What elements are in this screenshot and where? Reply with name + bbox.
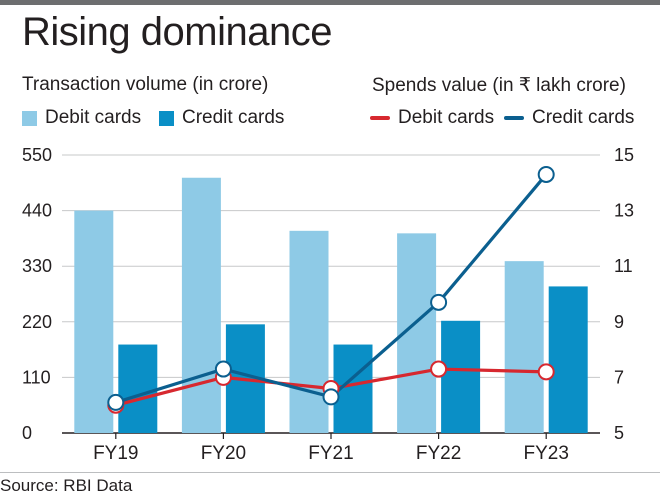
legend-swatch-credit-bar	[159, 110, 174, 126]
x-tick-label: FY23	[523, 443, 568, 464]
combo-chart: 550 15 440 13 330 11 220 9 110 7 0 5 FY19 FY20 FY21 FY2…	[22, 145, 634, 464]
top-rule	[0, 0, 660, 5]
y-right-tick-label: 13	[614, 201, 634, 221]
y-left-tick-label: 440	[22, 201, 52, 221]
legend-label-credit-line: Credit cards	[532, 107, 635, 128]
legend-bar-debit: Debit cards	[22, 107, 141, 129]
bar-credit	[441, 320, 481, 433]
y-right-tick-label: 15	[614, 145, 634, 165]
bar-credit	[118, 344, 158, 433]
y-left-tick-label: 110	[22, 367, 51, 387]
point-credit-spends	[107, 393, 125, 411]
x-tick-label: FY22	[416, 443, 461, 464]
legend-bar-credit: Credit cards	[159, 107, 284, 129]
y-left-tick-label: 220	[22, 312, 52, 332]
y-right-tick-label: 9	[614, 312, 624, 332]
point-debit-spends	[537, 363, 555, 381]
y-left-tick-label: 550	[22, 145, 52, 165]
y-right-tick-label: 5	[614, 423, 624, 443]
bar-credit	[548, 286, 588, 433]
legend-label-debit-line: Debit cards	[398, 107, 495, 128]
bar-debit	[289, 230, 329, 433]
bar-debit	[504, 261, 544, 433]
legend-swatch-debit-line	[370, 116, 390, 120]
x-tick-label: FY20	[201, 443, 246, 464]
x-tick-label: FY21	[308, 443, 353, 464]
legend-swatch-credit-line	[504, 116, 524, 120]
legend-label-credit-bar: Credit cards	[182, 107, 285, 128]
line-credit-spends	[114, 172, 548, 405]
bottom-rule	[0, 472, 660, 473]
bar-debit	[181, 177, 221, 433]
legend-line-debit: Debit cards	[370, 107, 494, 129]
legend-line-credit: Credit cards	[504, 107, 634, 129]
legend-swatch-debit-bar	[22, 110, 37, 126]
point-credit-spends	[322, 388, 340, 406]
left-axis-label: Transaction volume (in crore)	[22, 74, 269, 95]
legend-label-debit-bar: Debit cards	[45, 107, 142, 128]
source-note: Source: RBI Data	[0, 476, 133, 495]
x-tick-label: FY19	[93, 443, 138, 464]
y-left-tick-label: 330	[22, 256, 52, 276]
bar-debit	[74, 210, 114, 433]
point-credit-spends	[430, 293, 448, 311]
y-left-tick-label: 0	[22, 423, 32, 443]
chart-title: Rising dominance	[22, 10, 332, 54]
point-credit-spends	[537, 165, 555, 183]
point-debit-spends	[430, 360, 448, 378]
point-credit-spends	[214, 360, 232, 378]
right-axis-label: Spends value (in ₹ lakh crore)	[372, 75, 626, 96]
y-right-tick-label: 11	[614, 256, 633, 276]
y-right-tick-label: 7	[614, 367, 624, 387]
